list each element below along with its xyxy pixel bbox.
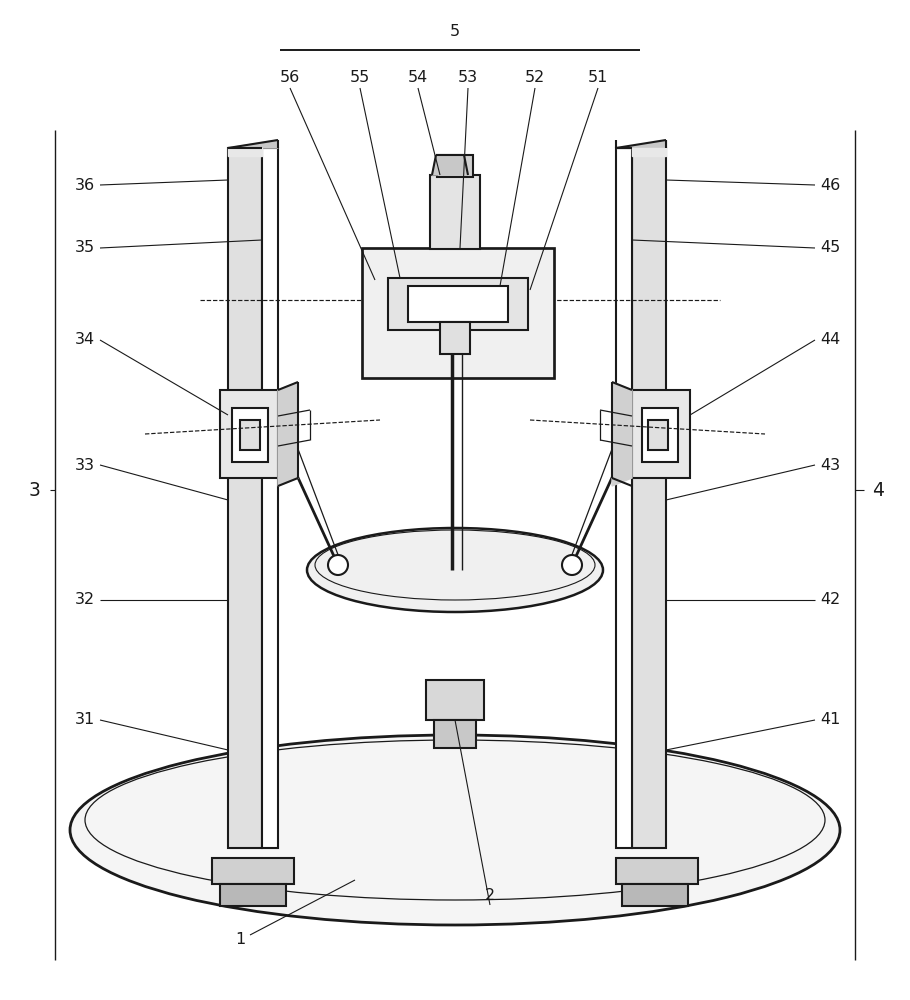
Bar (262, 148, 278, 848)
Polygon shape (632, 148, 666, 156)
Bar (228, 148, 262, 848)
Ellipse shape (307, 528, 603, 612)
Bar (440, 322, 470, 354)
Bar (430, 175, 480, 249)
Text: 52: 52 (525, 70, 545, 86)
Text: 43: 43 (820, 458, 840, 473)
Text: 33: 33 (75, 458, 95, 473)
Text: 2: 2 (485, 888, 495, 902)
Bar (212, 858, 294, 884)
Polygon shape (228, 148, 262, 156)
Bar (362, 248, 554, 378)
Ellipse shape (70, 735, 840, 925)
Text: 32: 32 (75, 592, 95, 607)
Text: 55: 55 (349, 70, 370, 86)
Bar (220, 884, 286, 906)
Text: 34: 34 (75, 332, 95, 348)
Text: 51: 51 (588, 70, 608, 86)
Bar (632, 148, 666, 848)
Text: 35: 35 (75, 240, 95, 255)
Polygon shape (616, 140, 666, 148)
Bar (434, 720, 476, 748)
Bar (437, 155, 473, 177)
Text: 31: 31 (75, 712, 95, 728)
Text: 54: 54 (408, 70, 428, 86)
Bar (616, 858, 698, 884)
Bar (240, 420, 260, 450)
Text: 1: 1 (235, 932, 245, 948)
Text: 46: 46 (820, 178, 840, 192)
Bar (648, 420, 668, 450)
Polygon shape (432, 155, 468, 175)
Ellipse shape (328, 555, 348, 575)
Text: 4: 4 (872, 481, 884, 499)
Bar (388, 278, 528, 330)
Text: 41: 41 (820, 712, 840, 728)
Bar (642, 408, 678, 462)
Text: 5: 5 (450, 24, 460, 39)
Bar (426, 680, 484, 720)
Bar (408, 286, 508, 322)
Polygon shape (612, 382, 632, 486)
Text: 36: 36 (75, 178, 95, 192)
Bar (220, 390, 278, 478)
Bar (632, 390, 690, 478)
Polygon shape (278, 382, 298, 486)
Text: 45: 45 (820, 240, 840, 255)
Text: 53: 53 (458, 70, 478, 86)
Bar (616, 148, 632, 848)
Polygon shape (228, 140, 278, 148)
Bar (622, 884, 688, 906)
Text: 56: 56 (280, 70, 300, 86)
Text: 44: 44 (820, 332, 840, 348)
Text: 3: 3 (29, 481, 41, 499)
Ellipse shape (562, 555, 582, 575)
Text: 42: 42 (820, 592, 840, 607)
Bar (232, 408, 268, 462)
